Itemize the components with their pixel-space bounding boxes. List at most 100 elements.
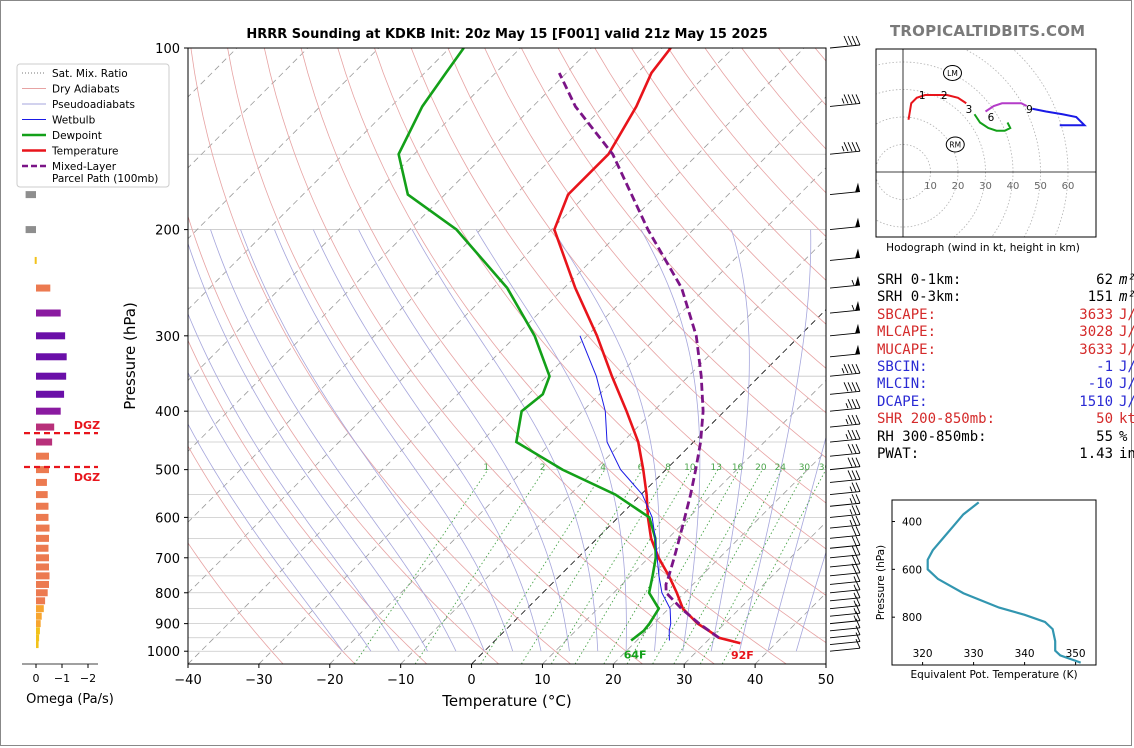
wind-barb-flag (851, 364, 857, 374)
mixing-ratio-label: 16 (732, 463, 744, 473)
wind-barb-shaft (829, 634, 861, 639)
wind-barb-half-flag (851, 279, 855, 286)
index-value: 3633 (1079, 306, 1113, 323)
wind-barb-shaft (829, 332, 861, 337)
omega-bar (36, 438, 53, 446)
index-value: 1.43 (1079, 445, 1113, 462)
theta-e-line (926, 501, 1082, 664)
storm-motion-marker (945, 136, 965, 153)
dry-adiabat-line (188, 339, 428, 664)
wind-barb (829, 554, 861, 568)
dry-adiabat-line (520, 48, 826, 414)
isotherm-line (188, 48, 450, 311)
hodograph-trace (907, 94, 967, 120)
mixing-ratio-label: 10 (684, 463, 696, 473)
legend-label: Parcel Path (100mb) (52, 173, 158, 185)
theta-e-x-label: Equivalent Pot. Temperature (K) (910, 669, 1077, 681)
wind-barb (829, 515, 861, 529)
x-tick-label: 40 (747, 673, 764, 688)
index-value: -1 (1096, 358, 1113, 375)
wind-barb-flag (843, 364, 849, 374)
omega-bar (36, 407, 61, 415)
wind-barb (829, 611, 861, 625)
mixing-ratio-line (652, 469, 763, 664)
index-label: MLCIN: (877, 376, 928, 393)
wind-barb-flag (855, 625, 861, 635)
skew-t-plot-area: 1 2 4 6 8 10 13 16 20 24 30 36 (188, 48, 826, 664)
omega-tick-label: −2 (80, 672, 96, 685)
wind-barb-flag (855, 414, 861, 425)
wind-barb (829, 618, 861, 632)
legend-label: Dewpoint (52, 130, 102, 142)
pseudo-adiabat-line (475, 229, 627, 652)
wind-barb-half-flag (853, 615, 857, 621)
wind-barb-flag (847, 398, 853, 409)
index-row: MLCIN: -10 J/kg (877, 376, 1134, 393)
wetbulb-line (579, 335, 672, 641)
omega-bar (36, 502, 49, 510)
theta-e-frame (891, 499, 1097, 666)
index-value: 3633 (1079, 341, 1113, 358)
wind-barb-shaft (829, 150, 861, 155)
index-row: PWAT: 1.43 in (877, 446, 1134, 463)
dewpoint-line (397, 48, 661, 642)
hodograph-height-label: 3 (966, 104, 973, 116)
index-value: 62 (1096, 272, 1113, 288)
omega-bar (36, 589, 48, 597)
y-tick-label: 900 (155, 618, 180, 633)
pseudo-adiabat-line (210, 229, 457, 652)
omega-bar (36, 554, 49, 562)
storm-motion-label: LM (947, 69, 958, 78)
index-value: -10 (1087, 376, 1113, 393)
isotherm-line (683, 521, 826, 664)
omega-tick-label: −1 (54, 672, 70, 685)
wind-barb-flag (851, 545, 857, 555)
theta-e-y-label: Pressure (hPa) (875, 545, 887, 620)
wind-barb-flag (851, 429, 857, 440)
index-label: PWAT: (877, 445, 920, 462)
wind-barb-flag (847, 364, 853, 374)
wind-barb-flag (851, 554, 857, 565)
wind-barb-shaft (829, 627, 861, 632)
pseudo-adiabat-line (188, 242, 428, 652)
wind-barb-flag (855, 632, 861, 642)
wind-barb-half-flag (853, 584, 857, 590)
index-value: 50 (1096, 411, 1113, 428)
mixing-ratio-label: 2 (540, 463, 546, 473)
wind-barb (829, 545, 861, 559)
wind-barb-flag (855, 588, 861, 599)
wind-barb-shaft (829, 478, 861, 483)
dgz-label: DGZ (74, 471, 100, 484)
wind-barb-flag (851, 414, 857, 425)
wind-barb-shaft (829, 256, 861, 261)
wind-barb (829, 505, 861, 518)
isotherm-line (188, 48, 805, 664)
y-tick-label: 300 (155, 330, 180, 345)
wind-barb-flag (851, 382, 857, 392)
wind-barb-flag (847, 94, 853, 104)
wind-barb-flag (851, 526, 857, 536)
index-unit: J/kg (1119, 324, 1134, 341)
wind-barb-flag (851, 35, 857, 46)
hodograph-height-label: 1 (919, 90, 926, 102)
wind-barb-half-flag (849, 486, 853, 492)
storm-motion-marker (943, 65, 962, 81)
wind-barb-flag (851, 515, 857, 526)
wind-barb (829, 276, 861, 289)
dry-adiabat-line (300, 48, 787, 664)
wind-barb-shaft (829, 191, 861, 196)
index-row: SHR 200-850mb: 50 kt (877, 411, 1134, 428)
index-label: SHR 200-850mb: (877, 411, 996, 428)
isotherm-line (188, 48, 592, 452)
wind-barb-shaft (829, 605, 861, 610)
mixing-ratio-label: 30 (799, 463, 811, 473)
omega-bar (36, 372, 67, 380)
omega-bar (25, 191, 36, 199)
wind-barb (829, 572, 861, 585)
omega-bar (34, 256, 37, 264)
wind-barb-shaft (829, 580, 861, 585)
wind-barb-flag (851, 94, 857, 104)
index-unit: in (1119, 445, 1134, 462)
hodograph-trace (984, 102, 1028, 113)
